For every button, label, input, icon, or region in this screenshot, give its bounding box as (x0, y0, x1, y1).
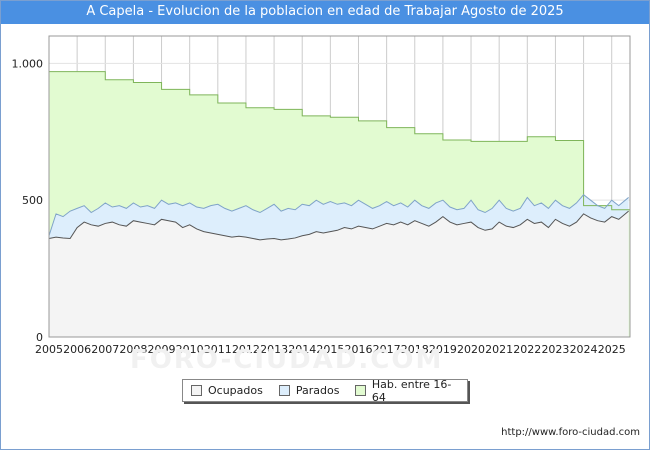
area-ocupados (49, 211, 629, 337)
x-tick-label-2012: 2012 (232, 343, 260, 356)
legend-label-hab: Hab. entre 16-64 (371, 377, 452, 404)
x-tick-label-2015: 2015 (316, 343, 344, 356)
x-tick-label-2024: 2024 (570, 343, 598, 356)
axes: 2005 2006 2007 2008 2009 2010 2011 2012 2013 2014… (12, 35, 631, 356)
x-tick-label-2005: 2005 (35, 343, 63, 356)
legend-swatch-parados (278, 385, 290, 396)
chart: 2005 2006 2007 2008 2009 2010 2011 2012 2013 2014… (12, 35, 631, 356)
legend-swatch-hab (355, 385, 366, 396)
footer-url: http://www.foro-ciudad.com (501, 427, 640, 438)
legend-item-hab: Hab. entre 16-64 (355, 378, 459, 404)
x-tick-label-2006: 2006 (63, 343, 91, 356)
x-tick-label-2020: 2020 (457, 343, 485, 356)
x-tick-label-2023: 2023 (541, 343, 569, 356)
x-tick-label-2016: 2016 (344, 343, 372, 356)
x-tick-label-2007: 2007 (91, 343, 119, 356)
x-tick-label-2011: 2011 (204, 343, 232, 356)
x-tick-label-2009: 2009 (148, 343, 176, 356)
line-hab (49, 71, 630, 211)
legend-label-parados: Parados (295, 384, 340, 397)
y-tick-label-1000: 1.000 (12, 57, 44, 70)
x-tick-label-2013: 2013 (260, 343, 288, 356)
legend-label-ocupados: Ocupados (208, 384, 263, 397)
legend-item-parados: Parados (278, 384, 340, 397)
x-tick-label-2008: 2008 (119, 343, 147, 356)
chart-title: A Capela - Evolucion de la poblacion en … (0, 0, 650, 24)
x-tick-label-2022: 2022 (513, 343, 541, 356)
y-tick-label-500: 500 (22, 194, 43, 207)
x-tick-label-2021: 2021 (485, 343, 513, 356)
line-ocupados (48, 210, 629, 241)
watermark: FORO-CIUDAD.COM (130, 345, 444, 375)
x-tick-label-2010: 2010 (176, 343, 204, 356)
x-tick-label-2014: 2014 (288, 343, 316, 356)
data-lines (48, 71, 630, 241)
legend: Ocupados Parados Hab. entre 16-64 (182, 378, 468, 404)
y-tick-label-0: 0 (36, 331, 43, 344)
x-tick-label-2025: 2025 (598, 343, 626, 356)
plot-border (48, 35, 631, 338)
x-tick-label-2018: 2018 (401, 343, 429, 356)
legend-item-ocupados: Ocupados (191, 384, 263, 397)
line-parados (48, 194, 629, 236)
legend-swatch-ocupados (191, 385, 202, 396)
x-tick-label-2019: 2019 (429, 343, 457, 356)
x-tick-label-2017: 2017 (373, 343, 401, 356)
